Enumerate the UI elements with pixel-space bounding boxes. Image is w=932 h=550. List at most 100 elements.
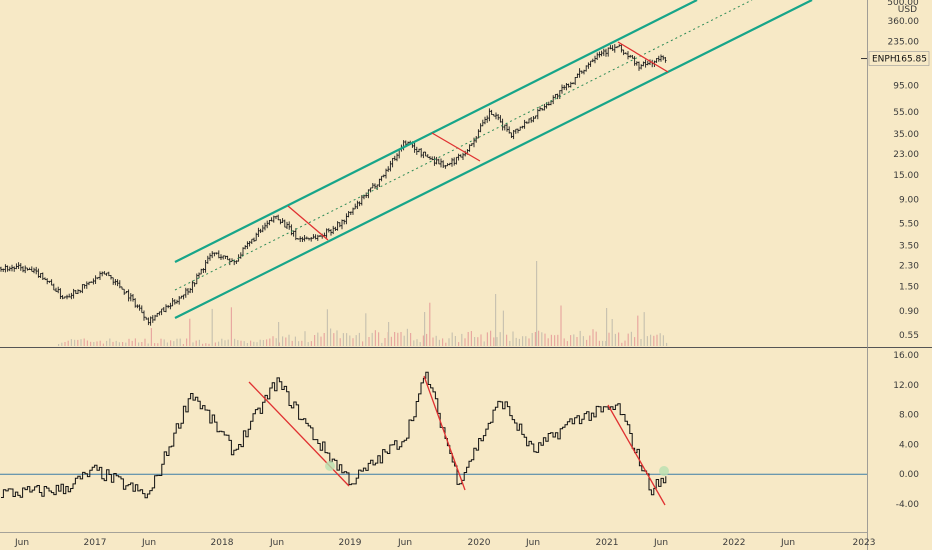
price-downtrend-line <box>617 41 669 73</box>
volume-bar <box>138 342 140 346</box>
volume-bar <box>227 339 229 346</box>
volume-bar <box>358 332 360 346</box>
price-candles <box>0 44 667 326</box>
volume-bar <box>205 343 207 346</box>
volume-bar <box>256 342 258 346</box>
oscillator-downtrend-line <box>607 404 666 506</box>
volume-bar <box>467 332 469 346</box>
price-tick-label: 360.00 <box>888 17 920 27</box>
volume-bar <box>390 336 392 346</box>
oscillator-downtrend-line <box>248 381 350 487</box>
oscillator-tick-label: -4.00 <box>896 500 920 510</box>
volume-bar <box>186 338 188 346</box>
volume-bar <box>339 338 341 346</box>
volume-bar <box>451 332 453 346</box>
volume-bar <box>621 342 623 346</box>
volume-bar <box>512 331 514 346</box>
volume-bar <box>400 332 402 346</box>
volume-bar <box>163 339 165 346</box>
volume-bar <box>586 339 588 346</box>
volume-bar <box>70 339 72 346</box>
volume-spike <box>495 294 497 346</box>
volume-bar <box>432 337 434 346</box>
volume-bar <box>173 341 175 346</box>
volume-bar <box>490 330 492 346</box>
volume-bar <box>637 315 639 346</box>
volume-bar <box>58 344 60 346</box>
volume-bar <box>202 343 204 346</box>
price-tick-label: 35.00 <box>893 130 919 140</box>
volume-bar <box>214 342 216 346</box>
volume-bar <box>243 341 245 346</box>
volume-bar <box>378 332 380 346</box>
volume-spike <box>424 312 426 346</box>
volume-bar <box>397 332 399 346</box>
time-axis: Jun 2017 Jun 2018 Jun 2019 Jun 2020 Jun 2021 Jun 20… <box>14 538 875 548</box>
volume-bar <box>442 338 444 346</box>
volume-spike <box>278 322 280 346</box>
volume-bar <box>534 332 536 346</box>
volume-bar <box>125 342 127 346</box>
volume-bar <box>570 335 572 346</box>
volume-bar <box>272 336 274 346</box>
volume-bar <box>320 336 322 346</box>
volume-bar <box>403 335 405 346</box>
volume-bar <box>330 328 332 346</box>
volume-bar <box>608 332 610 346</box>
price-downtrend-line <box>287 205 329 241</box>
volume-bar <box>362 341 364 346</box>
volume-bar <box>650 334 652 346</box>
volume-bar <box>147 343 149 346</box>
volume-bar <box>522 336 524 346</box>
volume-bar <box>301 340 303 346</box>
volume-bar <box>518 338 520 346</box>
volume-bar <box>634 337 636 346</box>
volume-bar <box>275 338 277 346</box>
volume-bar <box>365 313 367 346</box>
volume-bar <box>406 328 408 346</box>
volume-bar <box>93 342 95 346</box>
volume-bar <box>474 337 476 346</box>
volume-bar <box>262 340 264 346</box>
volume-bar <box>176 338 178 346</box>
volume-bar <box>154 343 156 346</box>
volume-spike <box>388 322 390 346</box>
volume-bar <box>515 337 517 346</box>
volume-bar <box>666 342 668 346</box>
volume-bar <box>192 342 194 346</box>
volume-bar <box>282 336 284 346</box>
volume-bar <box>435 335 437 346</box>
price-tick-label: 0.90 <box>899 307 919 317</box>
volume-bar <box>563 338 565 346</box>
volume-bar <box>486 332 488 346</box>
price-downtrend-line <box>431 132 481 162</box>
volume-bar <box>253 341 255 346</box>
volume-bar <box>627 333 629 346</box>
volume-bar <box>429 302 431 346</box>
volume-bar <box>394 332 396 346</box>
price-tick-label: 95.00 <box>893 82 919 92</box>
volume-bar <box>579 330 581 346</box>
price-axis: 500.00USD360.00235.00160.0095.0055.0035.… <box>887 0 919 341</box>
volume-bar <box>218 341 220 346</box>
last-price-box <box>868 51 930 66</box>
volume-bar <box>323 333 325 346</box>
volume-bar <box>141 342 143 346</box>
volume-bar <box>250 340 252 346</box>
volume-bar <box>595 331 597 346</box>
volume-bar <box>458 342 460 346</box>
volume-bar <box>342 333 344 346</box>
price-tick-label: 2.30 <box>899 262 919 272</box>
price-tick-label: 5.50 <box>899 219 919 229</box>
oscillator-line <box>1 371 667 499</box>
volume-bar <box>653 335 655 346</box>
volume-bar <box>61 342 63 346</box>
time-tick-label: Jun <box>397 538 412 548</box>
last-price-symbol: ENPH <box>872 55 897 65</box>
time-tick-label: 2021 <box>596 538 619 548</box>
volume-bar <box>246 343 248 346</box>
volume-bar <box>592 329 594 346</box>
volume-bar <box>496 337 498 346</box>
volume-bar <box>355 335 357 346</box>
